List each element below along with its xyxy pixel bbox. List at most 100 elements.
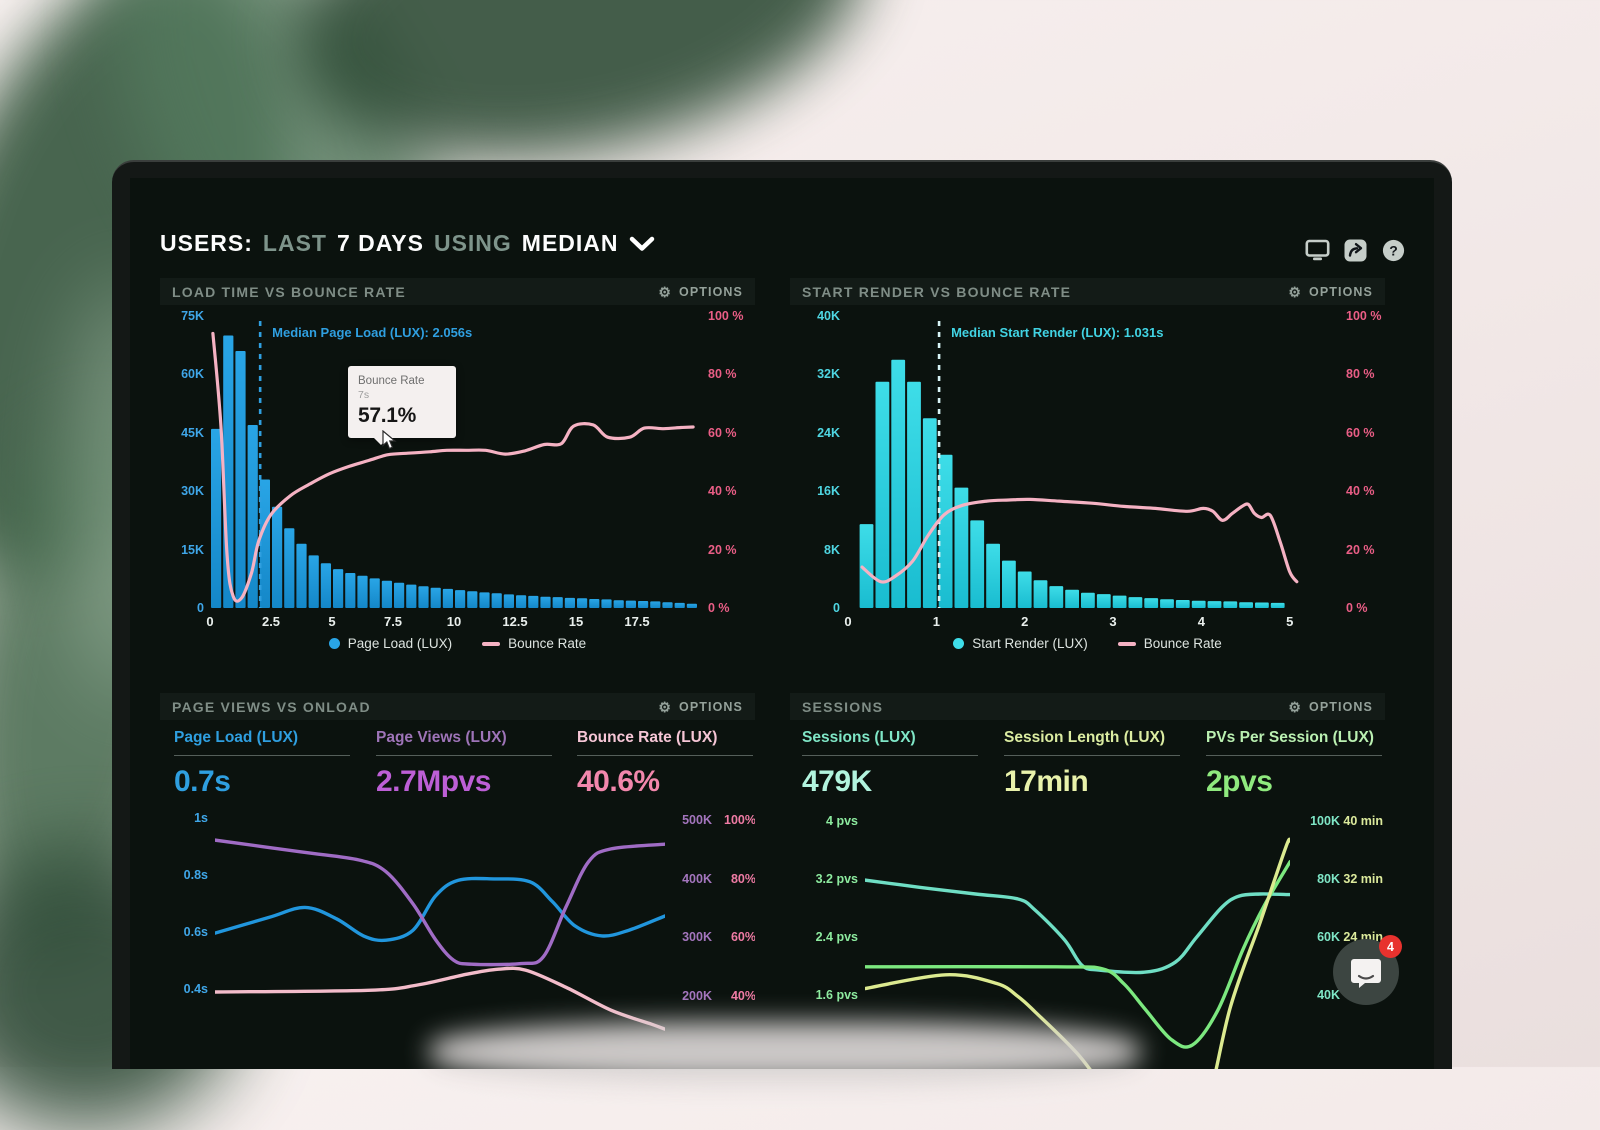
- y-axis-label: 40 %: [1346, 484, 1375, 499]
- title-segment: USING: [433, 230, 512, 256]
- report-title-dropdown[interactable]: USERS: LAST 7 DAYS USING MEDIAN: [160, 230, 655, 257]
- x-axis-label: 5: [1286, 614, 1294, 629]
- y-axis-label: 45K: [181, 425, 204, 440]
- y-axis-left: 40K 32K 24K 16K 8K 0: [796, 308, 840, 616]
- chart-page-views[interactable]: [215, 798, 665, 1069]
- panel-page-views-vs-onload: PAGE VIEWS VS ONLOAD ⚙ OPTIONS Page Load…: [160, 693, 755, 1069]
- panel-title: LOAD TIME VS BOUNCE RATE: [172, 283, 406, 300]
- options-button[interactable]: ⚙ OPTIONS: [1288, 698, 1373, 715]
- panel-title: PAGE VIEWS VS ONLOAD: [172, 698, 371, 715]
- chat-widget-button[interactable]: 4: [1333, 935, 1402, 1005]
- y-axis-label: 60K: [1317, 930, 1340, 945]
- x-axis-label: 1: [932, 614, 940, 629]
- panel-header: PAGE VIEWS VS ONLOAD ⚙ OPTIONS: [160, 693, 755, 720]
- options-button[interactable]: ⚙ OPTIONS: [658, 283, 743, 300]
- median-annotation: Median Start Render (LUX): 1.031s: [951, 325, 1164, 340]
- gear-icon: ⚙: [1288, 698, 1303, 715]
- y-axis-label: 60 %: [708, 425, 737, 440]
- y-axis-label: 40K: [1317, 988, 1340, 1003]
- panel-start-render-vs-bounce-rate: START RENDER VS BOUNCE RATE ⚙ OPTIONS 40…: [790, 278, 1385, 673]
- y-axis-label: 100 %: [708, 309, 744, 323]
- legend-item[interactable]: Bounce Rate: [482, 636, 586, 651]
- y-axis-label: 200K: [682, 988, 712, 1003]
- x-axis-label: 15: [568, 614, 584, 629]
- toolbar: ?: [1305, 238, 1406, 263]
- x-axis-label: 12.5: [502, 614, 528, 629]
- dashboard-screen: USERS: LAST 7 DAYS USING MEDIAN ? LOAD T…: [130, 178, 1434, 1069]
- notification-badge: 4: [1379, 935, 1402, 958]
- median-annotation: Median Page Load (LUX): 2.056s: [272, 325, 473, 340]
- y-axis-label: 0.8s: [183, 868, 208, 883]
- y-axis-label: 80 %: [708, 367, 737, 382]
- share-icon[interactable]: [1343, 238, 1368, 263]
- y-axis-label: 0: [197, 600, 204, 615]
- chart-sessions[interactable]: [865, 798, 1290, 1069]
- x-axis-label: 2: [1021, 614, 1029, 629]
- panel-header: START RENDER VS BOUNCE RATE ⚙ OPTIONS: [790, 278, 1385, 305]
- x-axis-label: 4: [1197, 614, 1206, 629]
- y-axis-label: 2.4 pvs: [815, 929, 858, 944]
- chart-load-time[interactable]: [210, 316, 698, 608]
- y-axis-label: 20 %: [708, 542, 737, 557]
- x-axis-label: 2.5: [261, 614, 281, 629]
- panel-load-time-vs-bounce-rate: LOAD TIME VS BOUNCE RATE ⚙ OPTIONS 75K 60…: [160, 278, 755, 673]
- y-axis-label: 32 min: [1343, 872, 1383, 887]
- legend-item[interactable]: Page Load (LUX): [328, 636, 452, 651]
- x-axis-label: 0: [206, 614, 214, 629]
- y-axis-label: 30K: [181, 484, 204, 499]
- panel-header: LOAD TIME VS BOUNCE RATE ⚙ OPTIONS: [160, 278, 755, 305]
- legend-dot-icon: [328, 638, 340, 649]
- metric-bounce-rate: Bounce Rate (LUX) 40.6%: [577, 729, 753, 799]
- metric-sessions: Sessions (LUX) 479K: [802, 729, 978, 799]
- title-segment: LAST: [262, 230, 327, 256]
- chart-start-render[interactable]: [848, 316, 1303, 608]
- display-icon[interactable]: [1305, 238, 1330, 263]
- legend-line-icon: [1117, 641, 1136, 646]
- y-axis-label: 15K: [181, 542, 204, 557]
- y-axis-label: 80K: [1317, 872, 1340, 887]
- panel-header: SESSIONS ⚙ OPTIONS: [790, 693, 1385, 720]
- y-axis-left: 75K 60K 45K 30K 15K 0: [166, 308, 204, 616]
- metric-page-views: Page Views (LUX) 2.7Mpvs: [376, 729, 552, 799]
- x-axis-label: 17.5: [624, 614, 650, 629]
- y-axis-right: 100 % 80 % 60 % 40 % 20 % 0 %: [708, 308, 752, 616]
- y-axis-label: 80 %: [1346, 367, 1375, 382]
- title-segment: MEDIAN: [521, 230, 619, 256]
- y-axis-label: 8K: [824, 542, 840, 557]
- y-axis-label: 3.2 pvs: [815, 871, 858, 886]
- y-axis-label: 4 pvs: [826, 813, 858, 828]
- y-axis-label: 40K: [817, 309, 840, 323]
- y-axis-label: 0 %: [708, 600, 730, 615]
- chart-tooltip: Bounce Rate 7s 57.1%: [348, 366, 456, 445]
- y-axis-label: 300K: [682, 930, 712, 945]
- legend: Start Render (LUX) Bounce Rate: [790, 636, 1385, 651]
- y-axis-label: 1.6 pvs: [815, 987, 858, 1002]
- laptop-hinge: [430, 1022, 1140, 1082]
- chevron-down-icon: [629, 236, 654, 251]
- y-axis-label: 0.6s: [183, 925, 208, 940]
- svg-text:?: ?: [1389, 242, 1398, 258]
- title-segment: 7 DAYS: [336, 230, 424, 256]
- options-button[interactable]: ⚙ OPTIONS: [658, 698, 743, 715]
- panel-title: SESSIONS: [802, 698, 884, 715]
- y-axis-label: 60K: [181, 367, 204, 382]
- legend-item[interactable]: Start Render (LUX): [953, 636, 1088, 651]
- title-segment: USERS:: [160, 230, 253, 256]
- options-button[interactable]: ⚙ OPTIONS: [1288, 283, 1373, 300]
- tooltip-value: 57.1%: [358, 404, 417, 427]
- legend-item[interactable]: Bounce Rate: [1117, 636, 1222, 651]
- y-axis-label: 400K: [682, 871, 712, 886]
- legend-dot-icon: [953, 638, 965, 649]
- panel-title: START RENDER VS BOUNCE RATE: [802, 283, 1072, 300]
- panel-sessions: SESSIONS ⚙ OPTIONS Sessions (LUX) 479K S…: [790, 693, 1385, 1069]
- help-icon[interactable]: ?: [1381, 238, 1406, 263]
- y-axis-label: 60 %: [1346, 425, 1375, 440]
- y-axis-label: 80%: [730, 871, 755, 886]
- x-axis-label: 10: [446, 614, 462, 629]
- y-axis-label: 75K: [181, 309, 204, 323]
- y-axis-label: 16K: [817, 484, 840, 499]
- y-axis-right: 100 % 80 % 60 % 40 % 20 % 0 %: [1346, 308, 1386, 616]
- y-axis-label: 60%: [730, 930, 755, 945]
- y-axis-label: 100%: [724, 813, 755, 828]
